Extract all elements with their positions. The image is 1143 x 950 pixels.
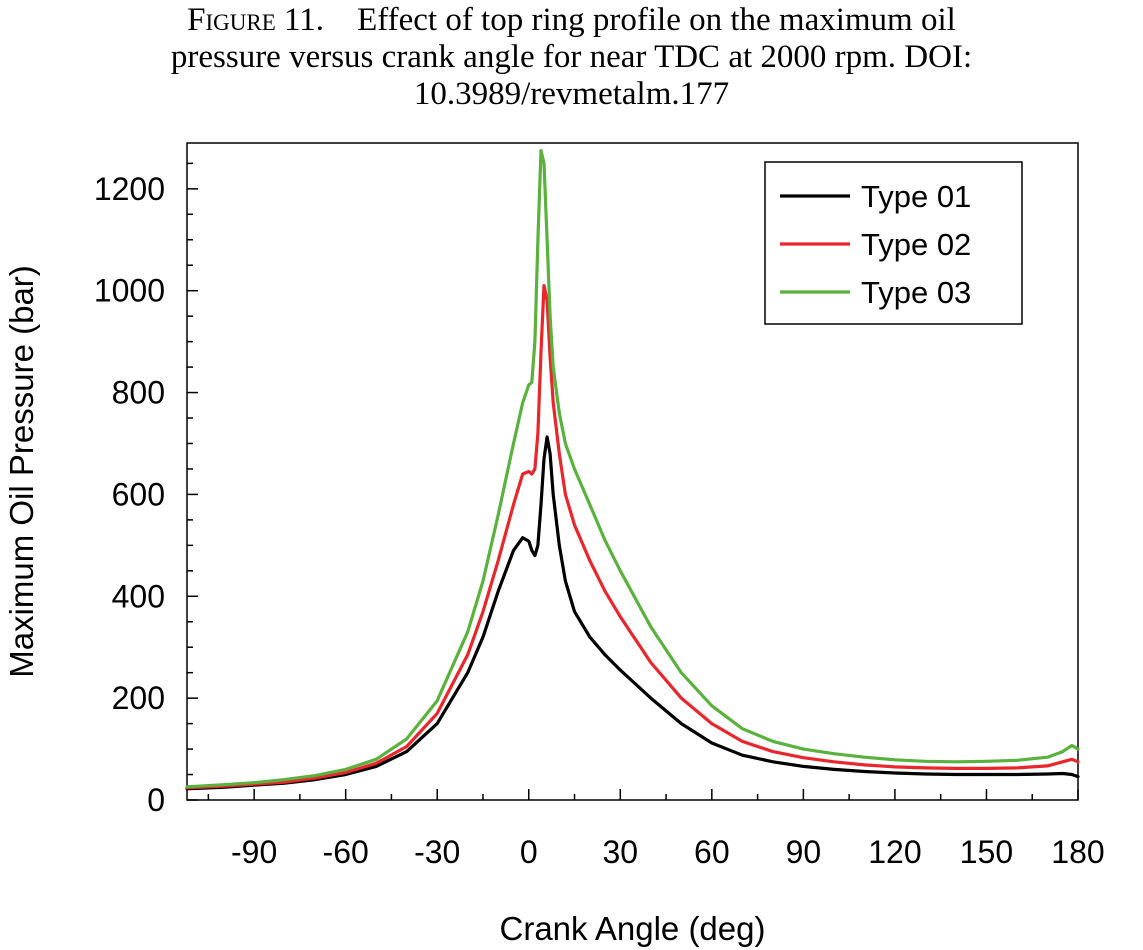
plot-area: -90 -60 -30 0 30 60 90 120 150 180 0 200 400 600 800 10… [94, 142, 1105, 870]
x-tick-label: 150 [960, 834, 1013, 870]
figure-caption: Figure 11. Effect of top ring profile on… [0, 0, 1143, 113]
caption-text-1: Effect of top ring profile on the maximu… [357, 2, 956, 38]
caption-line-2: pressure versus crank angle for near TDC… [170, 39, 973, 75]
y-tick-label: 200 [112, 680, 165, 716]
x-tick-label: -60 [323, 834, 369, 870]
y-tick-label: 0 [147, 782, 165, 818]
x-axis-title: Crank Angle (deg) [500, 910, 766, 947]
x-tick-label: 60 [694, 834, 730, 870]
series-line-1 [185, 435, 1080, 791]
legend-label-1: Type 01 [861, 179, 971, 214]
y-tick-label: 1000 [94, 273, 165, 309]
x-tick-label: -30 [414, 834, 460, 870]
caption-line-1: Figure 11. Effect of top ring profile on… [0, 2, 1143, 39]
x-tick-label: -90 [231, 834, 277, 870]
x-tick-label: 180 [1051, 834, 1104, 870]
plot-frame [186, 142, 1079, 801]
caption-line-3: 10.3989/revmetalm.177 [413, 76, 730, 112]
series-line-3 [185, 149, 1080, 789]
y-tick-label: 800 [112, 375, 165, 411]
y-tick-label: 400 [112, 578, 165, 614]
y-tick-label: 600 [112, 476, 165, 512]
x-tick-label: 0 [520, 834, 538, 870]
x-tick-label: 30 [602, 834, 638, 870]
x-tick-label: 90 [786, 834, 822, 870]
legend-label-2: Type 02 [861, 227, 971, 262]
caption-prefix: Figure 11. [187, 2, 325, 38]
y-axis-title: Maximum Oil Pressure (bar) [3, 265, 40, 678]
x-tick-label: 120 [868, 834, 921, 870]
series-line-2 [185, 284, 1080, 790]
legend-label-3: Type 03 [861, 275, 971, 310]
y-tick-label: 1200 [94, 171, 165, 207]
